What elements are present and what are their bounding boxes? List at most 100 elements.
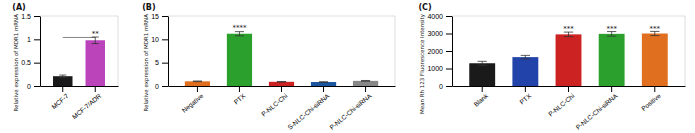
figure: 0 0.5 1 1.5 MCF-7MCF-7/ADR Relative expressio… <box>0 0 695 133</box>
tick-mark <box>323 86 324 92</box>
tick-mark <box>482 86 483 92</box>
y-tick: 3000 <box>427 30 452 37</box>
tick-label: P-NLC-Chi <box>260 92 289 118</box>
y-axis: 0 0.5 1 1.5 <box>21 13 40 90</box>
error-bar <box>59 75 66 77</box>
tick-label: 0.5 <box>21 59 31 66</box>
error-bar-cap <box>478 65 487 66</box>
x-tick: P-NLC-Chi-siRNA <box>328 86 373 131</box>
error-bar-cap <box>92 43 99 44</box>
y-tick: 4000 <box>427 13 452 20</box>
frame <box>685 16 686 86</box>
tick-mark <box>239 86 240 92</box>
axis-line <box>40 17 41 87</box>
error-bar-cap <box>564 36 573 37</box>
tick-mark <box>95 86 96 92</box>
error-bar-cap <box>59 75 66 76</box>
error-bar-cap <box>607 36 616 37</box>
tick-label: Negative <box>180 92 205 115</box>
tick-mark <box>525 86 526 92</box>
tick-label: 1000 <box>427 65 443 72</box>
tick-mark <box>611 86 612 92</box>
tick-label: P-NLC-Chi-siRNA <box>328 92 373 131</box>
tick-label: 15 <box>151 13 159 20</box>
bars <box>469 31 667 86</box>
y-tick: 15 <box>151 13 168 20</box>
tick-label: PTX <box>232 92 247 106</box>
error-bar-stem <box>525 55 526 59</box>
bar <box>353 81 378 86</box>
error-bar-cap <box>521 55 530 56</box>
tick-mark <box>62 86 63 92</box>
annotation: *** <box>650 25 661 33</box>
tick-label: Blank <box>472 92 490 108</box>
panel: 0 1000 2000 3000 4000 Blank PTX P-NLC-ChiP-NLC-… <box>418 3 685 131</box>
bars <box>53 37 105 86</box>
x-tick: S-NLC-Chi-siRNA <box>286 86 331 131</box>
annotation: *** <box>563 25 574 33</box>
tick-mark <box>446 16 452 17</box>
y-axis-title: Mean Rh 123 Fluorescence Intensity <box>419 13 426 114</box>
x-tick: MCF-7 <box>50 86 70 110</box>
error-bar <box>277 81 286 83</box>
bar <box>269 82 294 86</box>
bar <box>556 34 582 86</box>
bracket <box>63 37 96 38</box>
error-bar-cap <box>59 77 66 78</box>
error-bar-cap <box>478 61 487 62</box>
tick-mark <box>162 16 168 17</box>
tick-mark <box>446 86 452 87</box>
error-bar-cap <box>277 82 286 83</box>
tick-label: 2000 <box>427 48 443 55</box>
error-bar-cap <box>319 82 328 83</box>
tick-label: Positive <box>640 92 662 112</box>
error-bar-cap <box>650 35 659 36</box>
x-tick: PTX <box>518 86 533 106</box>
tick-label: 3000 <box>427 30 443 37</box>
x-tick: P-NLC-Chi-siRNA <box>574 86 619 131</box>
y-tick: 1.5 <box>21 13 40 20</box>
error-bar <box>478 61 487 65</box>
annotation: **** <box>232 24 247 32</box>
error-bar-cap <box>277 81 286 82</box>
tick-label: 0 <box>27 83 31 90</box>
tick-mark <box>162 86 168 87</box>
y-axis: 0 1000 2000 3000 4000 <box>427 13 452 90</box>
error-bar-cap <box>361 81 370 82</box>
x-tick: P-NLC-Chi <box>260 86 289 118</box>
bar <box>642 34 668 87</box>
bar <box>512 57 538 86</box>
y-tick: 0.5 <box>21 59 40 66</box>
y-tick: 10 <box>151 36 168 43</box>
y-tick: 1000 <box>427 65 452 72</box>
tick-label: P-NLC-Chi <box>547 92 576 118</box>
frame <box>40 16 118 17</box>
tick-mark <box>34 86 40 87</box>
error-bar-cap <box>193 81 202 82</box>
tick-mark <box>197 86 198 92</box>
tick-label: 1.5 <box>21 13 31 20</box>
tick-mark <box>446 69 452 70</box>
tick-label: 1 <box>27 36 31 43</box>
tick-label: MCF-7 <box>50 92 70 110</box>
axis-line <box>452 17 453 87</box>
tick-mark <box>34 63 40 64</box>
bar <box>599 34 625 86</box>
error-bar <box>319 81 328 83</box>
bar <box>86 40 106 86</box>
y-axis: 051015 <box>151 13 168 90</box>
tick-label: MCF-7/ADR <box>71 92 103 120</box>
axis-line <box>168 17 169 87</box>
tick-label: 0 <box>439 83 443 90</box>
x-tick: Positive <box>640 86 662 112</box>
frame <box>395 16 396 86</box>
tick-mark <box>281 86 282 92</box>
frame <box>168 16 395 17</box>
y-tick: 1 <box>27 36 40 43</box>
x-tick: P-NLC-Chi <box>547 86 576 118</box>
tick-label: P-NLC-Chi-siRNA <box>574 92 619 131</box>
y-tick: 0 <box>27 83 40 90</box>
y-tick: 2000 <box>427 48 452 55</box>
frame <box>452 16 685 17</box>
y-axis-title: Relative expression of MDR1 mRNA <box>13 14 20 112</box>
